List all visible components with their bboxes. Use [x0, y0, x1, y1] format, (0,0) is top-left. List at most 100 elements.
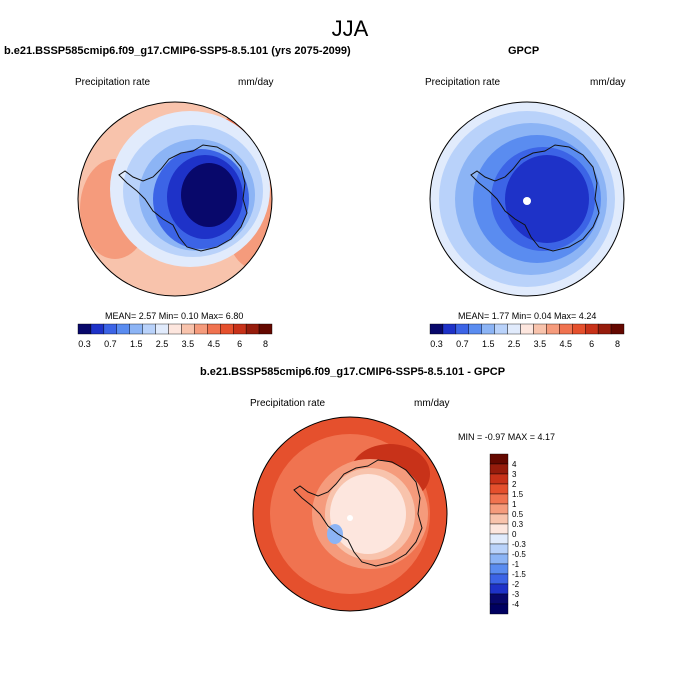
panel1-colorbar-tick-label: 0.3 [78, 339, 91, 349]
panel2-colorbar: 0.3 0.7 1.5 2.5 3.5 4.5 6 8 [429, 323, 625, 349]
panel3-colorbar-swatch-7 [489, 513, 509, 525]
panel2-units-label: mm/day [590, 77, 626, 88]
panel3-map-boundary [252, 416, 448, 612]
panel2-antarctica-coastline [470, 144, 600, 252]
panel3-title: b.e21.BSSP585cmip6.f09_g17.CMIP6-SSP5-8.… [200, 366, 506, 378]
panel3-colorbar-swatch-16 [489, 603, 509, 615]
panel2-colorbar-swatch-14 [597, 323, 612, 335]
panel3-colorbar-tick-label: 3 [512, 470, 517, 479]
panel1-colorbar-tick-label: 3.5 [182, 339, 195, 349]
figure-title: JJA [331, 16, 369, 41]
panel1-colorbar-swatch-3 [103, 323, 117, 335]
panel1-colorbar-swatch-4 [116, 323, 130, 335]
panel1-colorbar-tick-label: 2.5 [156, 339, 169, 349]
panel3-colorbar-tick-label: 0 [512, 530, 517, 539]
panel1-colorbar-swatch-2 [90, 323, 105, 335]
panel1-colorbar-swatch-6 [142, 323, 156, 335]
panel3-colorbar-tick-label: 1.5 [512, 490, 524, 499]
panel1-colorbar-tick-label: 1.5 [130, 339, 143, 349]
panel1-colorbar-swatch-14 [245, 323, 260, 335]
panel3-colorbar-swatch-1 [489, 453, 509, 465]
panel2-colorbar-tick-label: 6 [589, 339, 594, 349]
panel2-colorbar-swatch-7 [507, 323, 521, 335]
panel1-colorbar-swatch-10 [194, 323, 208, 335]
panel3-colorbar-swatch-5 [489, 493, 509, 505]
panel1-antarctica-coastline [118, 144, 248, 252]
panel3-colorbar-tick-label: -4 [512, 600, 520, 609]
panel3-colorbar-swatch-6 [489, 503, 509, 515]
panel2-colorbar-swatch-11 [559, 323, 573, 335]
panel2-contour-6 [505, 155, 589, 243]
panel2-colorbar-tick-label: 2.5 [508, 339, 521, 349]
panel2-colorbar-swatch-6 [494, 323, 508, 335]
panel3-colorbar-tick-label: -3 [512, 590, 520, 599]
panel2-colorbar-swatch-10 [546, 323, 560, 335]
panel3-colorbar-swatch-4 [489, 483, 509, 495]
panel1-colorbar-tick-label: 4.5 [208, 339, 221, 349]
panel2-colorbar-swatch-8 [520, 323, 534, 335]
panel1-colorbar-swatch-7 [155, 323, 169, 335]
panel2-variable-label: Precipitation rate [425, 77, 501, 88]
panel3-variable-label: Precipitation rate [250, 398, 326, 409]
panel1-colorbar-swatch-11 [207, 323, 221, 335]
panel3-colorbar-tick-label: 0.5 [512, 510, 524, 519]
panel3-colorbar-swatch-11 [489, 553, 509, 565]
panel3-field [253, 417, 447, 611]
panel2-colorbar-tick-label: 3.5 [534, 339, 547, 349]
panel2-colorbar-swatch-12 [572, 323, 586, 335]
panel2-colorbar-tick-label: 4.5 [560, 339, 573, 349]
panel2-colorbar-swatch-3 [455, 323, 469, 335]
panel2-colorbar-tick-label: 0.7 [456, 339, 469, 349]
panel2-field [430, 102, 624, 296]
panel1-colorbar-swatch-8 [168, 323, 182, 335]
panel2-colorbar-tick-label: 0.3 [430, 339, 443, 349]
panel2-colorbar-swatch-5 [481, 323, 495, 335]
panel1-variable-label: Precipitation rate [75, 77, 151, 88]
panel2-stats: MEAN= 1.77 Min= 0.04 Max= 4.24 [458, 311, 597, 321]
panel3-antarctica-coastline [293, 459, 423, 567]
panel3-colorbar-tick-label: -2 [512, 580, 520, 589]
panel2-colorbar-swatch-13 [584, 323, 599, 335]
panel3-colorbar-swatch-12 [489, 563, 509, 575]
panel3-colorbar-swatch-3 [489, 473, 509, 485]
panel1-stats: MEAN= 2.57 Min= 0.10 Max= 6.80 [105, 311, 244, 321]
panel1-colorbar: 0.3 0.7 1.5 2.5 3.5 4.5 6 8 [77, 323, 273, 349]
panel3-colorbar-swatch-9 [489, 533, 509, 545]
panel2-colorbar-swatch-2 [442, 323, 457, 335]
panel3-colorbar-swatch-14 [489, 583, 509, 595]
panel2-colorbar-swatch-9 [533, 323, 547, 335]
panel1-colorbar-tick-label: 0.7 [104, 339, 117, 349]
panel1-title: b.e21.BSSP585cmip6.f09_g17.CMIP6-SSP5-8.… [4, 45, 351, 57]
panel3-polar-map [252, 416, 448, 612]
panel3-colorbar-tick-label: 0.3 [512, 520, 524, 529]
panel3-colorbar-swatch-10 [489, 543, 509, 555]
panel3-colorbar-tick-label: -0.3 [512, 540, 526, 549]
panel3-contour-6 [330, 474, 406, 554]
panel1-units-label: mm/day [238, 77, 274, 88]
panel2-colorbar-tick-label: 8 [615, 339, 620, 349]
panel2-colorbar-swatch-4 [468, 323, 482, 335]
panel1-colorbar-swatch-12 [220, 323, 234, 335]
panel1-colorbar-swatch-15 [258, 323, 273, 335]
panel1-colorbar-swatch-13 [232, 323, 247, 335]
panel3-colorbar-tick-label: -0.5 [512, 550, 526, 559]
panel2-title: GPCP [508, 45, 540, 57]
panel3-units-label: mm/day [414, 398, 450, 409]
panel2-contour-7 [523, 197, 531, 205]
panel1-colorbar-tick-label: 6 [237, 339, 242, 349]
panel1-colorbar-tick-label: 8 [263, 339, 268, 349]
panel2-colorbar-swatch-1 [429, 323, 444, 335]
panel3-colorbar-swatch-2 [489, 463, 509, 475]
panel3-colorbar-tick-label: 4 [512, 460, 517, 469]
panel1-contour-10 [181, 163, 237, 227]
panel3-colorbar-swatch-13 [489, 573, 509, 585]
panel3-colorbar-swatch-15 [489, 593, 509, 605]
panel1-colorbar-swatch-5 [129, 323, 143, 335]
panel1-map-boundary [77, 101, 273, 297]
panel2-polar-map [429, 101, 625, 297]
panel1-colorbar-swatch-1 [77, 323, 92, 335]
panel3-colorbar-tick-label: 1 [512, 500, 517, 509]
panel2-map-boundary [429, 101, 625, 297]
panel1-polar-map [77, 101, 273, 297]
